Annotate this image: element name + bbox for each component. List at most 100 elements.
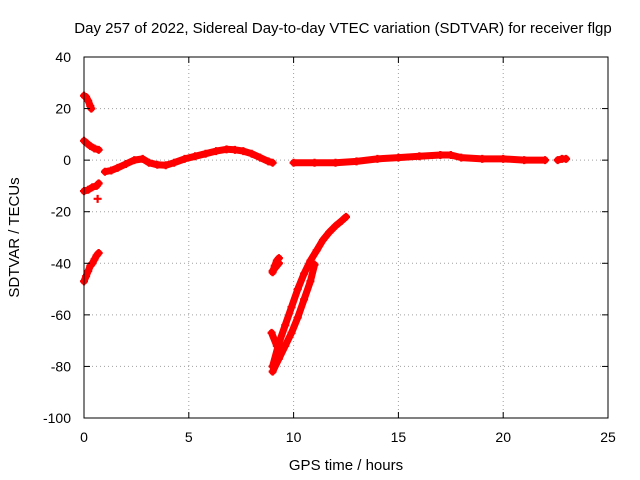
data-point [436, 150, 445, 159]
data-point [191, 152, 200, 161]
data-point [138, 154, 147, 163]
data-point [84, 267, 93, 276]
x-tick-label: 10 [286, 429, 302, 445]
data-point [562, 154, 571, 163]
data-point [287, 303, 296, 312]
x-tick-label: 20 [495, 429, 511, 445]
data-point [84, 96, 93, 105]
data-point [281, 321, 290, 330]
data-point [268, 267, 277, 276]
x-tick-label: 15 [391, 429, 407, 445]
x-tick-label: 25 [600, 429, 616, 445]
data-point [113, 163, 122, 172]
data-point [274, 354, 283, 363]
data-point [121, 160, 130, 169]
data-point [100, 167, 109, 176]
data-point [247, 149, 256, 158]
data-point [130, 156, 139, 165]
data-point [293, 285, 302, 294]
series [267, 328, 281, 350]
data-point [394, 153, 403, 162]
series [268, 212, 350, 371]
y-tick-label: -80 [51, 358, 71, 374]
x-tick-label: 0 [80, 429, 88, 445]
series [80, 136, 103, 154]
data-point [94, 248, 103, 257]
data-point [90, 144, 99, 153]
y-tick-label: 20 [55, 101, 71, 117]
data-point [267, 328, 276, 337]
data-point [212, 147, 221, 156]
grid [84, 57, 608, 418]
y-axis-label: SDTVAR / TECUs [6, 177, 23, 297]
y-tick-label: -20 [51, 204, 71, 220]
data-point [352, 157, 361, 166]
data-point [180, 154, 189, 163]
data-point [415, 152, 424, 161]
data-point [337, 216, 346, 225]
data-point [300, 295, 309, 304]
data-point [268, 367, 277, 376]
data-point [318, 236, 327, 245]
data-point [289, 158, 298, 167]
data-point [312, 246, 321, 255]
data-series [80, 91, 571, 376]
axis-ticks: 0 5 10 15 20 25 -100 -80 -60 -40 -20 0 20 40 [43, 49, 616, 445]
series [268, 259, 283, 276]
data-point [310, 260, 319, 269]
data-point [281, 341, 290, 350]
chart-title: Day 257 of 2022, Sidereal Day-to-day VTE… [74, 20, 611, 37]
data-point [310, 158, 319, 167]
data-point [331, 221, 340, 230]
data-point [201, 149, 210, 158]
data-point [86, 141, 95, 150]
data-point [287, 328, 296, 337]
data-point [93, 194, 102, 203]
data-point [274, 259, 283, 268]
data-point [264, 157, 273, 166]
series [80, 179, 103, 196]
data-point [373, 154, 382, 163]
data-point [446, 150, 455, 159]
data-point [84, 185, 93, 194]
data-point [520, 156, 529, 165]
x-axis-label: GPS time / hours [289, 457, 403, 474]
data-point [153, 160, 162, 169]
data-point [107, 166, 116, 175]
data-point [239, 147, 248, 156]
data-point [325, 228, 334, 237]
series [100, 145, 277, 176]
data-point [82, 272, 91, 281]
data-point [144, 158, 153, 167]
data-point [457, 153, 466, 162]
data-point [94, 145, 103, 154]
plot-frame [83, 56, 609, 419]
y-tick-label: 40 [55, 49, 71, 65]
data-point [170, 158, 179, 167]
series [289, 150, 550, 167]
data-point [300, 269, 309, 278]
data-point [306, 277, 315, 286]
data-point [88, 183, 97, 192]
x-tick-label: 5 [185, 429, 193, 445]
series [93, 194, 102, 203]
y-tick-label: -40 [51, 255, 71, 271]
y-tick-label: 0 [63, 152, 71, 168]
y-tick-label: -60 [51, 307, 71, 323]
series [80, 248, 103, 286]
data-point [222, 145, 231, 154]
data-point [161, 161, 170, 170]
data-point [499, 154, 508, 163]
data-point [94, 179, 103, 188]
series [80, 91, 96, 113]
series [553, 154, 571, 165]
data-point [541, 156, 550, 165]
data-point [331, 158, 340, 167]
series [268, 260, 319, 376]
data-point [256, 153, 265, 162]
data-point [306, 256, 315, 265]
data-point [478, 154, 487, 163]
series-line [101, 145, 277, 176]
y-tick-label: -100 [43, 410, 71, 426]
